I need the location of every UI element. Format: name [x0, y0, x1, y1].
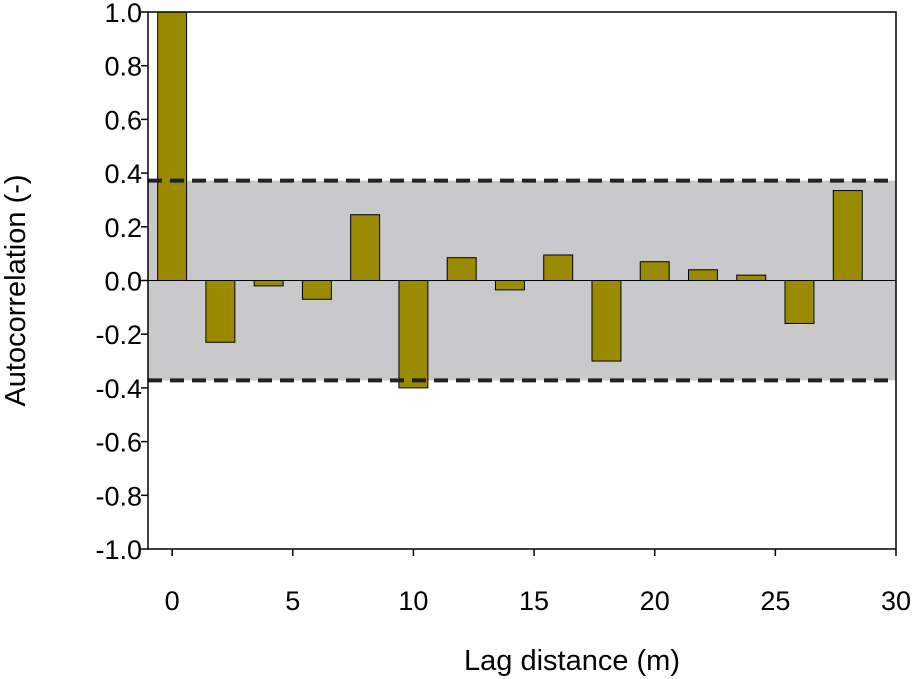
y-tick-label: -0.4	[95, 374, 142, 404]
y-tick-label: -0.8	[95, 481, 142, 511]
bar-lag-2	[205, 280, 236, 343]
bar-lag-14	[494, 280, 525, 291]
x-tick-label: 25	[760, 586, 790, 616]
x-tick-label: 0	[165, 586, 180, 616]
bar-lag-24	[736, 274, 767, 282]
y-tick-label: 0.0	[104, 267, 142, 297]
bar-lag-0	[157, 11, 188, 281]
bar-lag-4	[253, 280, 284, 287]
y-tick-label: 0.4	[104, 159, 142, 189]
y-tick-label: 0.2	[104, 213, 142, 243]
x-tick-label: 10	[398, 586, 428, 616]
bar-lag-6	[301, 280, 332, 300]
y-tick-label: 0.6	[104, 105, 142, 135]
x-tick-label: 20	[640, 586, 670, 616]
bar-lag-18	[591, 280, 622, 362]
y-tick-label: -0.6	[95, 428, 142, 458]
y-tick-label: -1.0	[95, 535, 142, 565]
x-tick-label: 30	[881, 586, 911, 616]
x-tick-label: 15	[519, 586, 549, 616]
bar-lag-8	[350, 214, 381, 281]
bars-layer	[157, 11, 863, 389]
y-tick-label: 0.8	[104, 52, 142, 82]
bar-lag-16	[543, 254, 574, 281]
bar-lag-28	[832, 190, 863, 282]
bar-lag-12	[446, 257, 477, 281]
y-tick-label: 1.0	[104, 0, 142, 28]
y-axis-title: Autocorrelation (-)	[0, 174, 32, 406]
x-tick-label: 5	[285, 586, 300, 616]
bar-lag-20	[639, 261, 670, 281]
reference-lines-layer	[148, 178, 896, 383]
y-tick-label: -0.2	[95, 320, 142, 350]
ticks-layer: 1.0 0.8 0.6 0.4 0.2 0.0 -0.2 -0.4 -0.6 -0.8 -1.0 0 5…	[95, 0, 911, 616]
bar-lag-10	[398, 280, 429, 389]
x-axis-title: Lag distance (m)	[464, 645, 680, 677]
bar-lag-26	[784, 280, 815, 324]
bar-lag-22	[687, 269, 718, 282]
